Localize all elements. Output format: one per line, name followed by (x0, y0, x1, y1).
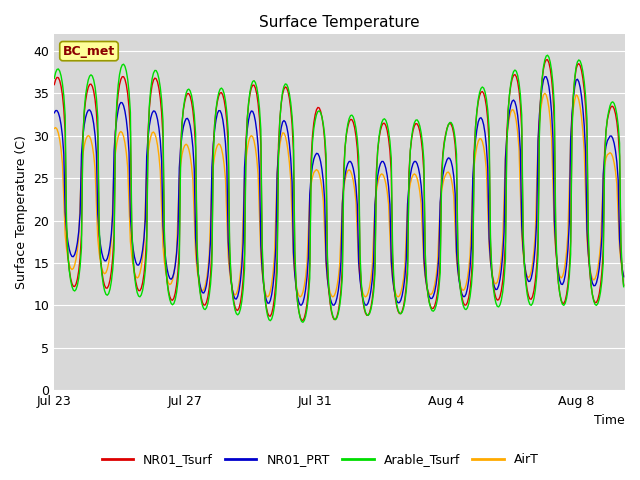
Text: BC_met: BC_met (63, 45, 115, 58)
Title: Surface Temperature: Surface Temperature (259, 15, 420, 30)
Y-axis label: Surface Temperature (C): Surface Temperature (C) (15, 135, 28, 289)
Legend: NR01_Tsurf, NR01_PRT, Arable_Tsurf, AirT: NR01_Tsurf, NR01_PRT, Arable_Tsurf, AirT (97, 448, 543, 471)
X-axis label: Time: Time (595, 414, 625, 427)
